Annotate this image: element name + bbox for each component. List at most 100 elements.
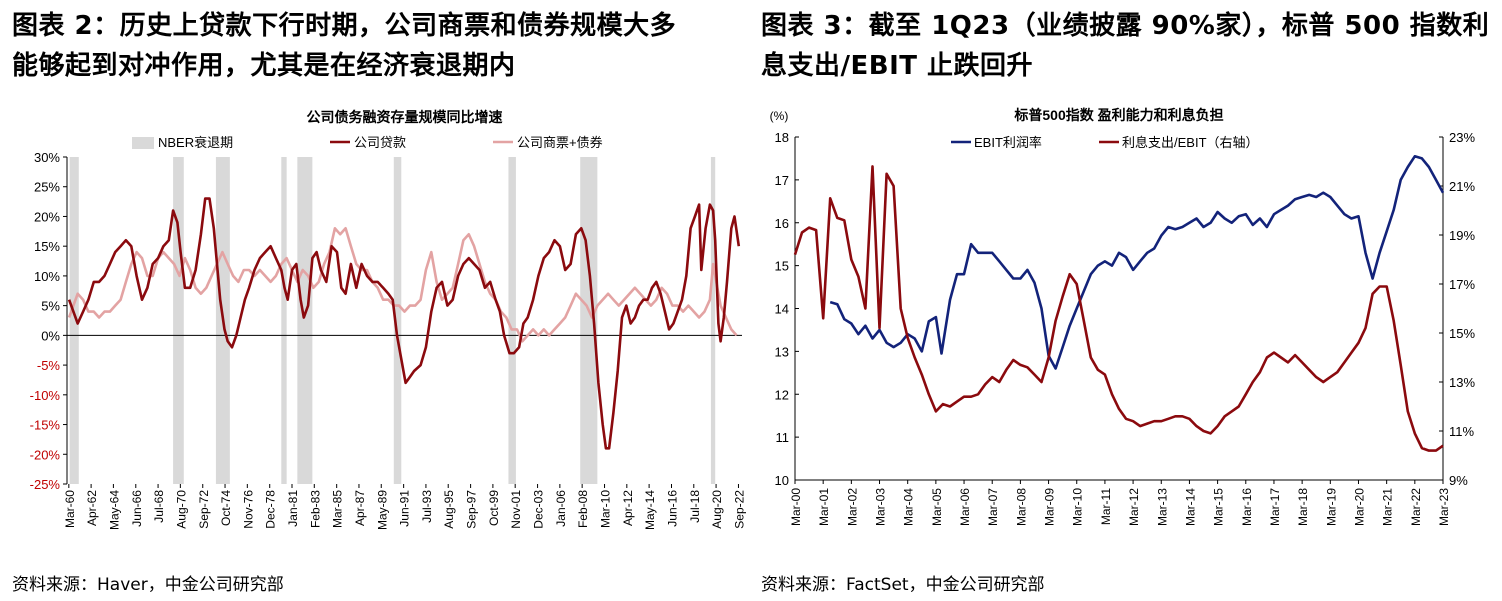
source-note: 资料来源：Haver，中金公司研究部 bbox=[12, 575, 284, 595]
x-tick-label: May-64 bbox=[107, 490, 121, 530]
x-tick-label: Mar-14 bbox=[1183, 488, 1197, 526]
x-tick-label: Sep-22 bbox=[732, 490, 746, 529]
x-tick-label: Jul-93 bbox=[420, 490, 434, 523]
y-tick-label-right: 21% bbox=[1449, 179, 1475, 194]
x-tick-label: Mar-21 bbox=[1381, 488, 1395, 526]
x-tick-label: Mar-19 bbox=[1324, 488, 1338, 526]
y-tick-label-left: 11 bbox=[776, 430, 790, 445]
chart-corporate-debt-growth: 公司债务融资存量规模同比增速 NBER衰退期 公司贷款 公司商票+债券 30% 25% 20… bbox=[30, 109, 747, 530]
x-tick-label: Sep-72 bbox=[197, 490, 211, 529]
y-tick-label-right: 9% bbox=[1449, 473, 1468, 488]
x-tick-label: Mar-20 bbox=[1352, 488, 1366, 526]
series-line bbox=[67, 227, 738, 343]
recession-band bbox=[297, 157, 313, 484]
x-tick-label: Apr-62 bbox=[85, 490, 99, 526]
x-tick-label: Aug-20 bbox=[710, 490, 724, 529]
x-tick-label: Feb-83 bbox=[308, 490, 322, 528]
panel-left: 图表 2：历史上贷款下行时期，公司商票和债券规模大多 能够起到对冲作用，尤其是在… bbox=[0, 0, 750, 601]
y-tick-label-right: 23% bbox=[1449, 130, 1475, 145]
figure-title: 图表 3：截至 1Q23（业绩披露 90%家），标普 500 指数利 息支出/E… bbox=[761, 6, 1501, 86]
x-tick-label: Sep-97 bbox=[465, 490, 479, 529]
x-tick-label: Mar-22 bbox=[1409, 488, 1423, 526]
y-tick-label: -20% bbox=[30, 447, 61, 462]
chart-sp500-ebit: 标普500指数 盈利能力和利息负担 (%) EBIT利润率 利息支出/EBIT（右轴）… bbox=[770, 107, 1476, 526]
x-tick-label: Oct-99 bbox=[487, 490, 501, 526]
x-tick-label: Jul-68 bbox=[152, 490, 166, 523]
x-tick-label: Jul-18 bbox=[688, 490, 702, 523]
x-tick-label: Mar-08 bbox=[1014, 488, 1028, 526]
x-tick-label: Mar-03 bbox=[874, 488, 888, 526]
legend-entry: 公司贷款 bbox=[354, 135, 406, 150]
legend-entry: 公司商票+债券 bbox=[517, 135, 603, 150]
y-tick-label-left: 15 bbox=[775, 259, 789, 274]
x-tick-label: Mar-10 bbox=[599, 490, 613, 528]
x-tick-label: Nov-01 bbox=[509, 490, 523, 529]
x-tick-label: Aug-95 bbox=[442, 490, 456, 529]
x-tick-label: Mar-06 bbox=[958, 488, 972, 526]
y-tick-label: 25% bbox=[34, 180, 60, 195]
x-tick-label: Mar-12 bbox=[1127, 488, 1141, 526]
x-tick-label: Mar-18 bbox=[1296, 488, 1310, 526]
x-tick-label: Mar-16 bbox=[1240, 488, 1254, 526]
x-tick-label: May-89 bbox=[375, 490, 389, 530]
x-tick-label: Jan-06 bbox=[554, 490, 568, 527]
figure-title-line: 图表 2：历史上贷款下行时期，公司商票和债券规模大多 bbox=[12, 11, 677, 41]
series-line bbox=[67, 197, 741, 450]
x-tick-label: Apr-87 bbox=[353, 490, 367, 526]
x-tick-label: Mar-23 bbox=[1437, 488, 1451, 526]
y-tick-label-left: 14 bbox=[775, 302, 789, 317]
x-tick-label: Jun-66 bbox=[130, 490, 144, 527]
y-tick-label: -25% bbox=[30, 477, 61, 492]
chart-title: 公司债务融资存量规模同比增速 bbox=[307, 109, 503, 125]
series-line bbox=[793, 165, 1444, 452]
x-tick-label: Aug-70 bbox=[174, 490, 188, 529]
x-tick-label: Mar-60 bbox=[63, 490, 77, 528]
x-tick-label: Dec-78 bbox=[264, 490, 278, 529]
x-tick-label: Mar-13 bbox=[1155, 488, 1169, 526]
x-tick-label: Mar-07 bbox=[986, 488, 1000, 526]
y-tick-label: 20% bbox=[34, 209, 60, 224]
x-tick-label: Mar-17 bbox=[1268, 488, 1282, 526]
y-tick-label-left: 12 bbox=[775, 387, 789, 402]
y-tick-label: -10% bbox=[30, 388, 61, 403]
y-tick-label: -5% bbox=[37, 358, 61, 373]
x-tick-label: Mar-01 bbox=[817, 488, 831, 526]
x-tick-label: Apr-12 bbox=[621, 490, 635, 526]
x-tick-label: Nov-76 bbox=[241, 490, 255, 529]
y-tick-label-right: 11% bbox=[1449, 424, 1474, 439]
legend-entry: NBER衰退期 bbox=[158, 135, 233, 150]
x-tick-label: Mar-11 bbox=[1099, 488, 1113, 525]
figure-title-line: 息支出/EBIT 止跌回升 bbox=[761, 51, 1034, 81]
chart-title: 标普500指数 盈利能力和利息负担 bbox=[1013, 107, 1223, 123]
x-tick-label: Mar-04 bbox=[902, 488, 916, 526]
x-tick-label: Oct-74 bbox=[219, 490, 233, 526]
x-tick-label: Mar-02 bbox=[845, 488, 859, 526]
x-tick-label: Mar-85 bbox=[331, 490, 345, 528]
x-tick-label: May-14 bbox=[643, 490, 657, 530]
y-tick-label: 30% bbox=[34, 150, 60, 165]
x-tick-label: Jan-81 bbox=[286, 490, 300, 527]
figure-title-line: 能够起到对冲作用，尤其是在经济衰退期内 bbox=[12, 51, 516, 81]
y-axis-unit: (%) bbox=[770, 109, 789, 123]
legend-entry: EBIT利润率 bbox=[974, 135, 1042, 150]
y-tick-label: 0% bbox=[41, 328, 60, 343]
recession-band bbox=[393, 157, 402, 484]
x-tick-label: Mar-10 bbox=[1071, 488, 1085, 526]
y-tick-label-left: 10 bbox=[775, 473, 789, 488]
x-tick-label: Mar-15 bbox=[1212, 488, 1226, 526]
x-tick-label: Mar-00 bbox=[789, 488, 803, 526]
recession-band bbox=[69, 157, 79, 484]
y-tick-label: 10% bbox=[34, 269, 60, 284]
y-tick-label-left: 17 bbox=[775, 173, 789, 188]
y-tick-label-right: 13% bbox=[1449, 375, 1475, 390]
y-tick-label: 15% bbox=[34, 239, 60, 254]
y-tick-label: 5% bbox=[41, 299, 60, 314]
figure-title-line: 图表 3：截至 1Q23（业绩披露 90%家），标普 500 指数利 bbox=[761, 11, 1490, 41]
figure-title: 图表 2：历史上贷款下行时期，公司商票和债券规模大多 能够起到对冲作用，尤其是在… bbox=[12, 6, 752, 86]
y-tick-label: -15% bbox=[30, 418, 61, 433]
y-tick-label-left: 18 bbox=[775, 130, 789, 145]
panel-right: 图表 3：截至 1Q23（业绩披露 90%家），标普 500 指数利 息支出/E… bbox=[757, 0, 1502, 601]
x-tick-label: Feb-08 bbox=[576, 490, 590, 528]
y-tick-label-left: 16 bbox=[775, 216, 789, 231]
y-tick-label-right: 15% bbox=[1449, 326, 1475, 341]
